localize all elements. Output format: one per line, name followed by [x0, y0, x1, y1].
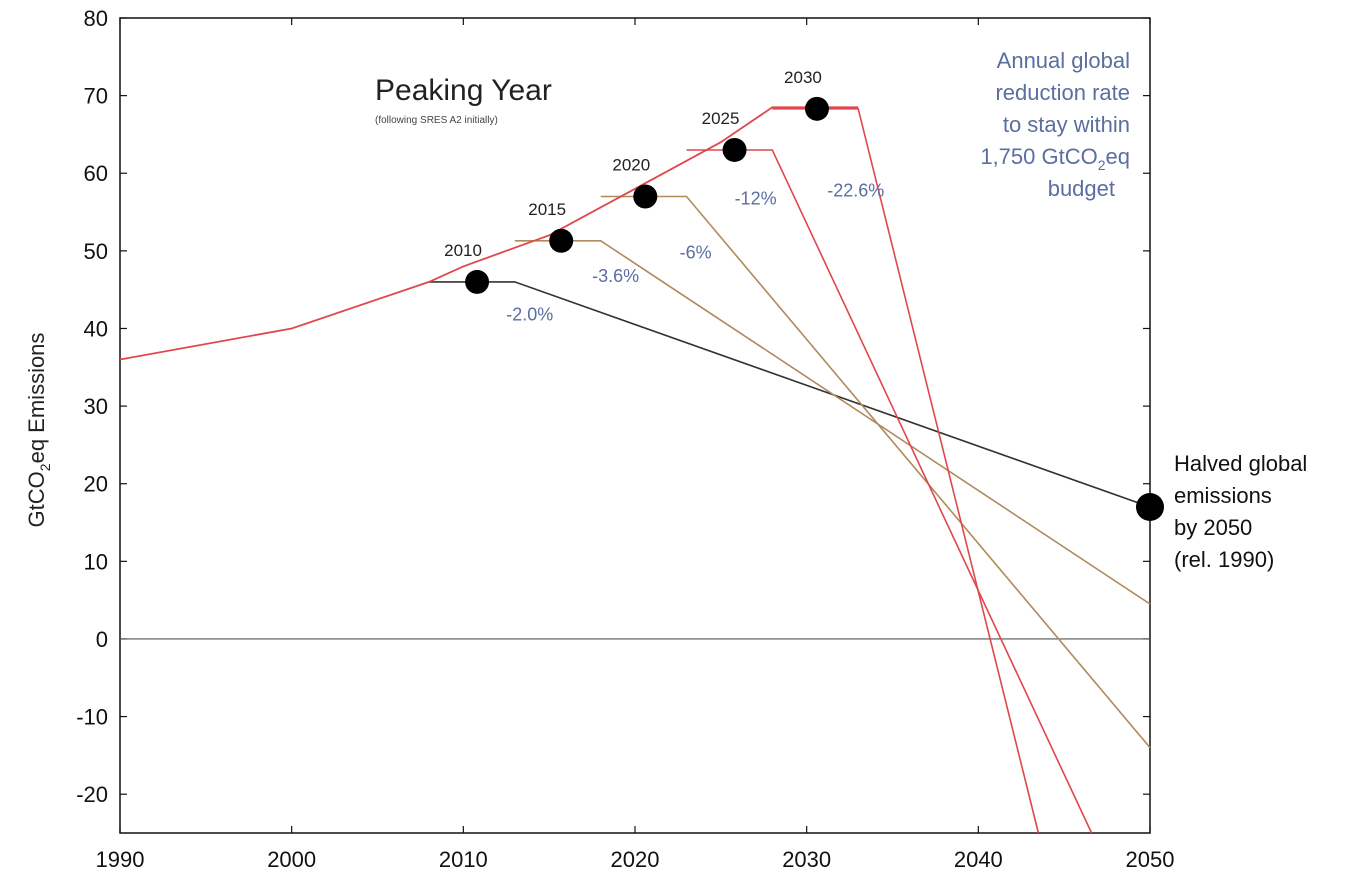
baseline-line [119, 106, 859, 361]
y-tick-label: 70 [84, 84, 108, 109]
y-tick-label: 50 [84, 239, 108, 264]
peak-year-label-2030: 2030 [784, 68, 822, 87]
annotation-budget-subscript: 2 [1098, 157, 1106, 173]
scenario-line-2015 [514, 240, 1151, 605]
annotation-line-4: 1,750 GtCO2eq [980, 144, 1130, 173]
peak-marker-2010 [465, 269, 490, 294]
halved-line-1: Halved global [1174, 451, 1307, 476]
annotation-line-1: Annual global [997, 48, 1130, 73]
y-tick-label: 0 [96, 627, 108, 652]
x-tick-label: 2030 [782, 847, 831, 872]
peaking-year-subtitle: (following SRES A2 initially) [375, 115, 498, 126]
y-tick-label: -20 [76, 782, 108, 807]
y-tick-label: 30 [84, 394, 108, 419]
x-tick-label: 2050 [1126, 847, 1175, 872]
annotation-line-5: budget [1048, 176, 1115, 201]
peak-year-label-2010: 2010 [444, 241, 482, 260]
halved-annotation: Halved global emissions by 2050 (rel. 19… [1174, 451, 1307, 572]
annotation-line-3: to stay within [1003, 112, 1130, 137]
rate-label-2020: -6% [680, 243, 712, 263]
rate-label-2025: -12% [735, 188, 777, 208]
y-axis-label-part1: GtCO [24, 471, 49, 527]
halved-line-3: by 2050 [1174, 515, 1252, 540]
x-tick-label: 2000 [267, 847, 316, 872]
peak-marker-2020 [633, 184, 658, 209]
series-group [119, 106, 1151, 834]
rate-label-2030: -22.6% [827, 181, 884, 201]
y-tick-label: 10 [84, 549, 108, 574]
peak-year-label-2015: 2015 [528, 200, 566, 219]
x-tick-label: 2040 [954, 847, 1003, 872]
x-tick-label: 1990 [96, 847, 145, 872]
y-axis-label: GtCO2eq Emissions [24, 333, 53, 528]
peak-year-label-2025: 2025 [702, 109, 740, 128]
budget-annotation: Annual global reduction rate to stay wit… [980, 48, 1130, 201]
y-tick-label: -10 [76, 705, 108, 730]
annotation-line-2: reduction rate [995, 80, 1130, 105]
y-tick-label: 80 [84, 6, 108, 31]
y-axis-label-part2: eq Emissions [24, 333, 49, 464]
peak-year-label-2020: 2020 [612, 156, 650, 175]
rate-label-2015: -3.6% [592, 266, 639, 286]
x-tick-label: 2020 [611, 847, 660, 872]
annotation-budget-part1: 1,750 GtCO [980, 144, 1097, 169]
peak-marker-2015 [549, 228, 574, 253]
halved-line-4: (rel. 1990) [1174, 547, 1274, 572]
rate-label-2010: -2.0% [506, 305, 553, 325]
y-tick-label: 60 [84, 161, 108, 186]
scenario-line-2030 [772, 108, 1040, 834]
peaking-year-title: Peaking Year [375, 74, 552, 107]
x-axis: 1990 2000 2010 2020 2030 2040 2050 [96, 18, 1175, 872]
peak-marker-2030 [804, 96, 829, 121]
peak-marker-2025 [722, 137, 747, 162]
x-tick-label: 2010 [439, 847, 488, 872]
halved-line-2: emissions [1174, 483, 1272, 508]
scenario-line-2025 [686, 149, 1093, 834]
y-axis-label-subscript: 2 [37, 463, 53, 471]
end-marker-2050 [1136, 493, 1164, 521]
y-tick-label: 20 [84, 472, 108, 497]
peak-markers: 2010 -2.0% 2015 -3.6% 2020 -6% 2025 -12% 2030 -22… [444, 68, 1164, 521]
annotation-budget-part2: eq [1106, 144, 1130, 169]
scenario-line-2020 [600, 195, 1151, 749]
y-tick-label: 40 [84, 316, 108, 341]
plot-frame [119, 17, 1151, 834]
